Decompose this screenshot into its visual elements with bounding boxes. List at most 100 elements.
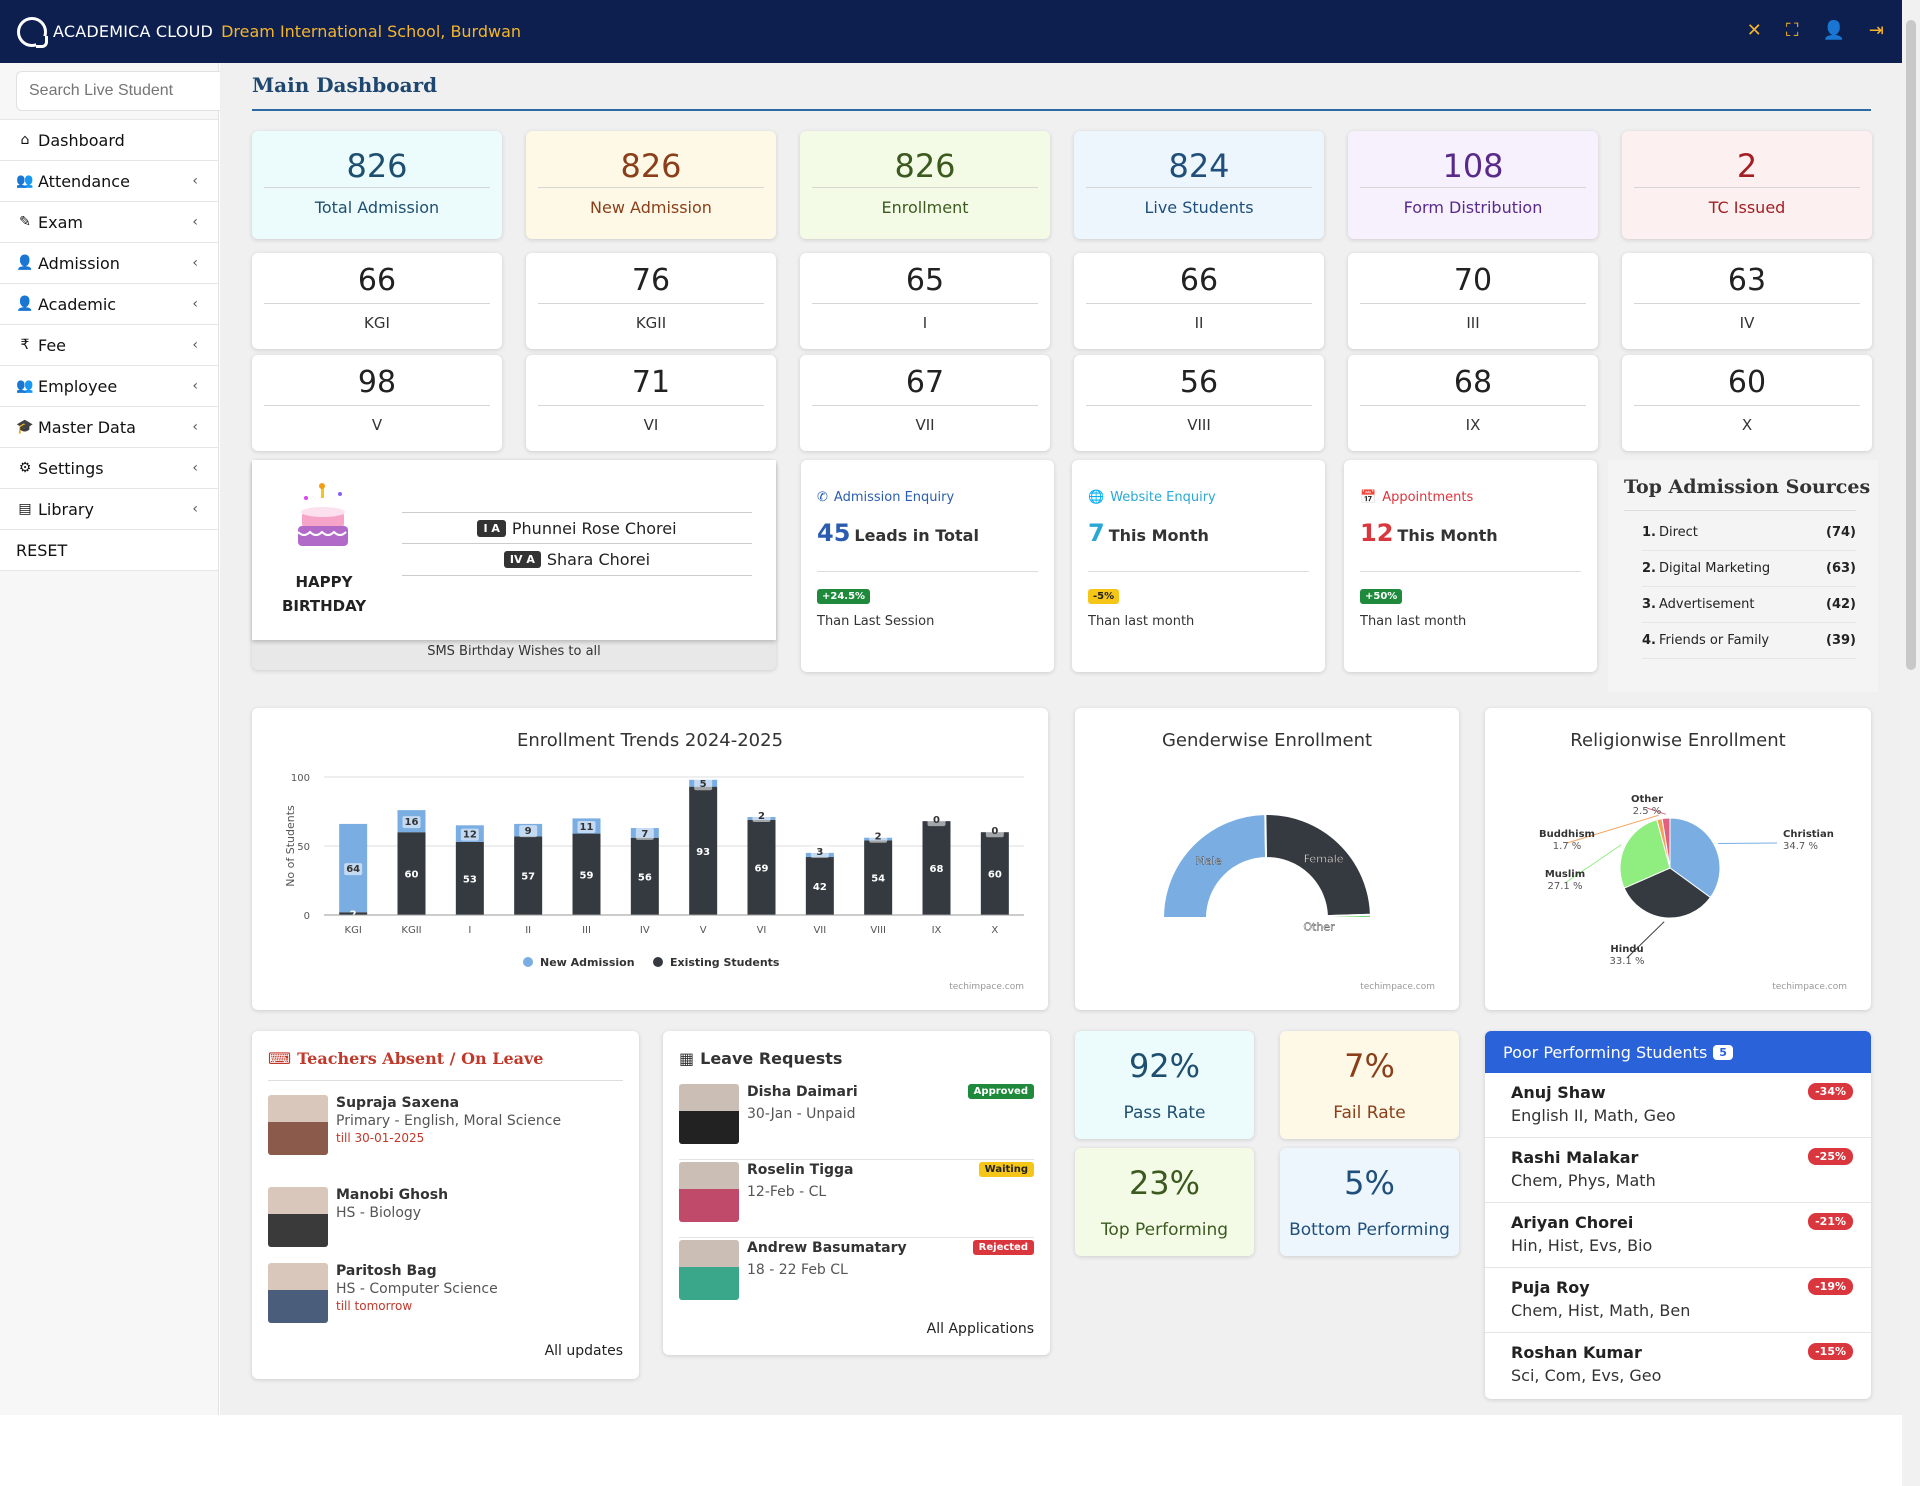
poor-student-row[interactable]: Ariyan Chorei Hin, Hist, Evs, Bio -21%: [1485, 1203, 1871, 1268]
stat-card[interactable]: 108 Form Distribution: [1348, 131, 1598, 239]
leader-line: [1626, 921, 1665, 959]
class-count-card[interactable]: 98 V: [252, 355, 502, 451]
stat-card[interactable]: 826 New Admission: [526, 131, 776, 239]
enquiry-card[interactable]: ✆ Admission Enquiry 45 Leads in Total +24.5%…: [801, 460, 1054, 672]
sidebar-item-dashboard[interactable]: ⌂ Dashboard: [0, 120, 218, 161]
legend-label: Existing Students: [670, 956, 780, 969]
source-rank: 3.: [1642, 597, 1656, 612]
sidebar-item-settings[interactable]: ⚙ Settings ‹: [0, 448, 218, 489]
bar-label-bg: [402, 816, 421, 829]
poor-student-row[interactable]: Rashi Malakar Chem, Phys, Math -25%: [1485, 1138, 1871, 1203]
class-count-card[interactable]: 70 III: [1348, 253, 1598, 349]
class-count-card[interactable]: 76 KGII: [526, 253, 776, 349]
absent-teacher[interactable]: Supraja Saxena Primary - English, Moral S…: [268, 1095, 623, 1187]
sidebar-item-attendance[interactable]: 👥 Attendance ‹: [0, 161, 218, 202]
all-applications-link[interactable]: All Applications: [926, 1321, 1034, 1337]
sidebar-item-admission[interactable]: 👤 Admission ‹: [0, 243, 218, 284]
leave-detail: 12-Feb - CL: [747, 1184, 827, 1200]
rate-card[interactable]: 23% Top Performing: [1075, 1148, 1254, 1256]
decline-badge: -21%: [1808, 1213, 1853, 1230]
sidebar-item-label: Attendance: [38, 171, 130, 191]
class-label: X: [1741, 416, 1753, 434]
bar-label-new: 16: [405, 817, 419, 828]
bar-label-existing: 57: [521, 872, 535, 883]
sidebar-item-library[interactable]: ▤ Library ‹: [0, 489, 218, 530]
class-count-card[interactable]: 67 VII: [800, 355, 1050, 451]
enquiry-card[interactable]: 📅 Appointments 12 This Month +50% Than last m…: [1344, 460, 1597, 672]
chart-credit: techimpace.com: [1772, 982, 1847, 992]
legend-marker: [653, 957, 663, 967]
poor-student-row[interactable]: Roshan Kumar Sci, Com, Evs, Geo -15%: [1485, 1333, 1871, 1398]
x-tick-label: VII: [813, 925, 826, 936]
search-input[interactable]: [16, 71, 249, 111]
sidebar-item-master-data[interactable]: 🎓 Master Data ‹: [0, 407, 218, 448]
y-tick-label: 0: [304, 911, 310, 922]
sidebar-item-exam[interactable]: ✎ Exam ‹: [0, 202, 218, 243]
leave-request[interactable]: Disha Daimari 30-Jan - Unpaid Approved: [679, 1084, 1034, 1160]
bar-label-existing: 69: [755, 863, 769, 874]
sms-birthday-link[interactable]: SMS Birthday Wishes to all: [427, 644, 601, 659]
enquiry-card[interactable]: 🌐 Website Enquiry 7 This Month -5% Than last …: [1072, 460, 1325, 672]
sidebar-item-fee[interactable]: ₹ Fee ‹: [0, 325, 218, 366]
bar-label-bg: [985, 825, 1004, 838]
trend-caption: Than last month: [1088, 614, 1195, 629]
sidebar-item-label: Settings: [38, 458, 104, 478]
bar-label-existing: 42: [813, 882, 827, 893]
avatar: [679, 1240, 739, 1300]
vertical-scrollbar[interactable]: [1902, 0, 1920, 1486]
sidebar-item-academic[interactable]: 👤 Academic ‹: [0, 284, 218, 325]
gender-slice: [1325, 913, 1373, 919]
enquiry-text: This Month: [1108, 526, 1209, 545]
class-count-card[interactable]: 60 X: [1622, 355, 1872, 451]
leave-request[interactable]: Roselin Tigga 12-Feb - CL Waiting: [679, 1162, 1034, 1238]
class-count-card[interactable]: 68 IX: [1348, 355, 1598, 451]
stat-card[interactable]: 2 TC Issued: [1622, 131, 1872, 239]
expand-icon[interactable]: ⛶: [1785, 20, 1799, 41]
bar-label-new: 12: [463, 830, 477, 841]
teacher-name: Manobi Ghosh: [336, 1187, 449, 1203]
class-count-card[interactable]: 66 KGI: [252, 253, 502, 349]
class-count-card[interactable]: 56 VIII: [1074, 355, 1324, 451]
class-count-value: 67: [905, 365, 945, 400]
poor-student-row[interactable]: Puja Roy Chem, Hist, Math, Ben -19%: [1485, 1268, 1871, 1333]
bar-label-new: 9: [525, 826, 532, 837]
source-rank: 2.: [1642, 561, 1656, 576]
bar-label-existing: 60: [405, 870, 419, 881]
stat-card[interactable]: 826 Enrollment: [800, 131, 1050, 239]
birthday-student: IV A Shara Chorei: [402, 544, 752, 576]
stat-value: 826: [894, 147, 956, 185]
rate-value: 92%: [1128, 1047, 1201, 1085]
rate-value: 7%: [1344, 1047, 1395, 1085]
bar-label-new: 2: [875, 832, 882, 843]
leave-requests-card: ▦ Leave Requests Disha Daimari 30-Jan - U…: [663, 1031, 1050, 1355]
bar-existing: [980, 832, 1009, 915]
rate-card[interactable]: 5% Bottom Performing: [1280, 1148, 1459, 1256]
sidebar-item-reset[interactable]: RESET: [0, 530, 218, 571]
leader-line: [1718, 842, 1778, 845]
logout-icon[interactable]: ⇥: [1868, 20, 1884, 41]
absent-teacher[interactable]: Paritosh Bag HS - Computer Science till to…: [268, 1263, 623, 1339]
source-rank: 4.: [1642, 633, 1656, 648]
class-count-card[interactable]: 66 II: [1074, 253, 1324, 349]
poor-student-row[interactable]: Anuj Shaw English II, Math, Geo -34%: [1485, 1073, 1871, 1138]
gender-slice: [1264, 813, 1372, 918]
rate-value: 23%: [1128, 1164, 1201, 1202]
x-tick-label: VIII: [870, 925, 886, 936]
rate-card[interactable]: 7% Fail Rate: [1280, 1031, 1459, 1139]
class-count-card[interactable]: 63 IV: [1622, 253, 1872, 349]
leave-request[interactable]: Andrew Basumatary 18 - 22 Feb CL Rejected: [679, 1240, 1034, 1316]
sources-title: Top Admission Sources: [1624, 476, 1871, 498]
absent-teacher[interactable]: Manobi Ghosh HS - Biology: [268, 1187, 623, 1263]
decline-badge: -34%: [1808, 1083, 1853, 1100]
stat-card[interactable]: 824 Live Students: [1074, 131, 1324, 239]
close-icon[interactable]: ✕: [1746, 20, 1762, 41]
scrollbar-thumb[interactable]: [1906, 20, 1916, 670]
all-updates-link[interactable]: All updates: [544, 1343, 623, 1359]
user-icon[interactable]: 👤: [1822, 20, 1845, 41]
bar-label-existing: 60: [988, 870, 1002, 881]
stat-card[interactable]: 826 Total Admission: [252, 131, 502, 239]
rate-card[interactable]: 92% Pass Rate: [1075, 1031, 1254, 1139]
sidebar-item-employee[interactable]: 👥 Employee ‹: [0, 366, 218, 407]
class-count-card[interactable]: 65 I: [800, 253, 1050, 349]
class-count-card[interactable]: 71 VI: [526, 355, 776, 451]
